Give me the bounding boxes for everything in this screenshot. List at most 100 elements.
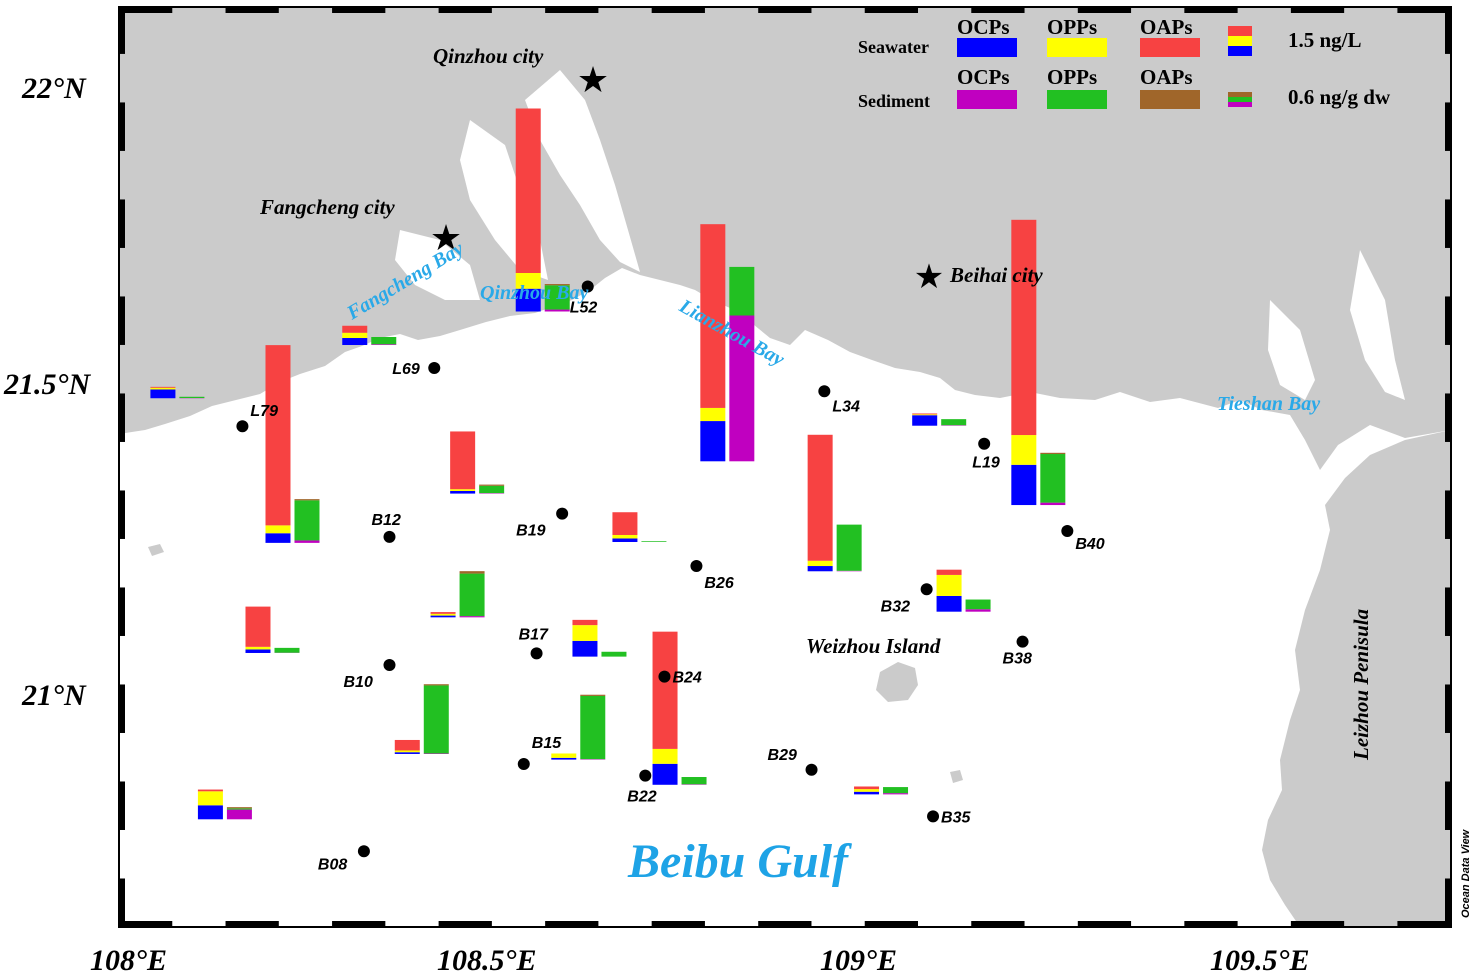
station-label: B26 bbox=[704, 575, 733, 592]
legend-header: OCPs bbox=[957, 65, 1010, 89]
seawater-bar-ocps-L79 bbox=[150, 389, 176, 399]
seawater-bar-ocps-B15 bbox=[394, 752, 420, 754]
seawater-bar-oaps-B12 bbox=[265, 345, 291, 526]
map-frame bbox=[118, 6, 1452, 928]
legend-header: OPPs bbox=[1047, 65, 1097, 89]
frame-tick bbox=[119, 781, 125, 830]
sediment-bar-oaps-L52 bbox=[544, 284, 570, 286]
seawater-bar-ocps-B08 bbox=[197, 805, 223, 820]
seawater-bar-oaps-L69 bbox=[342, 325, 368, 333]
frame-tick bbox=[119, 199, 125, 248]
seawater-bar-ocps-B35 bbox=[854, 791, 880, 795]
basemap bbox=[119, 7, 1451, 927]
frame-tick bbox=[1184, 7, 1238, 13]
sediment-bar-opps-L34 bbox=[729, 266, 755, 316]
station-label: L19 bbox=[972, 455, 1000, 472]
legend-header: OAPs bbox=[1140, 65, 1193, 89]
legend-swatch-opps-sediment bbox=[1047, 90, 1107, 109]
station-label: L69 bbox=[392, 361, 420, 378]
frame-tick bbox=[225, 921, 279, 927]
legend-header: OCPs bbox=[957, 15, 1010, 39]
seawater-bar-ocps-B32 bbox=[807, 566, 833, 572]
seawater-bar-oaps-B19 bbox=[450, 431, 476, 490]
sediment-bar-opps-B38 bbox=[965, 599, 991, 610]
seawater-bar-oaps-B38 bbox=[936, 569, 962, 575]
city-star-icon: ★ bbox=[577, 60, 609, 100]
station-label: B19 bbox=[516, 523, 545, 540]
station-label: L79 bbox=[250, 403, 278, 420]
seawater-bar-opps-B26 bbox=[612, 534, 638, 539]
seawater-bar-opps-B08 bbox=[197, 791, 223, 806]
sediment-bar-opps-B12 bbox=[294, 500, 320, 541]
lon-label: 108°E bbox=[90, 944, 167, 975]
seawater-bar-opps-L79 bbox=[150, 387, 176, 390]
legend-scale-seg bbox=[1228, 46, 1252, 56]
seawater-bar-ocps-B38 bbox=[936, 595, 962, 612]
city-label: Qinzhou city bbox=[433, 44, 544, 68]
seawater-bar-opps-B15 bbox=[394, 750, 420, 753]
frame-tick bbox=[1184, 921, 1238, 927]
station-dot bbox=[805, 763, 818, 776]
seawater-bar-ocps-B40 bbox=[1011, 464, 1037, 506]
frame-tick bbox=[1077, 7, 1132, 13]
station-dot bbox=[428, 362, 441, 375]
legend-header: OPPs bbox=[1047, 15, 1097, 39]
frame-tick bbox=[1445, 102, 1451, 151]
lon-label: 109.5°E bbox=[1210, 944, 1310, 975]
sediment-bar-opps-B17 bbox=[459, 573, 485, 617]
small-island bbox=[148, 544, 164, 556]
frame-tick bbox=[332, 921, 386, 927]
seawater-bar-opps-B12 bbox=[265, 525, 291, 534]
station-dot bbox=[581, 280, 594, 293]
sediment-bar-opps-B32 bbox=[836, 524, 862, 571]
sediment-bar-oaps-B15 bbox=[423, 684, 449, 686]
legend-row-label: Seawater bbox=[858, 37, 929, 57]
sediment-bar-opps-B15 bbox=[423, 685, 449, 754]
frame-tick bbox=[1445, 587, 1451, 636]
seawater-bar-oaps-B29 bbox=[652, 631, 678, 749]
legend-swatch-ocps-seawater bbox=[957, 38, 1017, 57]
station-dot bbox=[556, 507, 569, 520]
lon-label: 109°E bbox=[820, 944, 897, 975]
city-star-icon: ★ bbox=[914, 259, 944, 296]
bay-label: Tieshan Bay bbox=[1217, 393, 1320, 415]
legend: OCPs OPPs OAPs Seawater 1.5 ng/L OCPs OP… bbox=[858, 15, 1391, 111]
frame-tick bbox=[651, 7, 705, 13]
frame-tick bbox=[1397, 921, 1451, 927]
seawater-bar-ocps-L52 bbox=[515, 288, 541, 312]
legend-scale-label: 0.6 ng/g dw bbox=[1288, 85, 1391, 109]
station-label: L34 bbox=[832, 398, 860, 415]
latitude-labels: 22°N 21.5°N 21°N bbox=[3, 72, 91, 712]
sediment-bar-ocps-L52 bbox=[544, 309, 570, 312]
seawater-bar-opps-B22 bbox=[551, 753, 577, 758]
sediment-bar-opps-L52 bbox=[544, 285, 570, 310]
seawater-bar-ocps-B19 bbox=[450, 490, 476, 494]
longitude-labels: 108°E 108.5°E 109°E 109.5°E bbox=[90, 944, 1310, 975]
seawater-bar-ocps-B12 bbox=[265, 533, 291, 543]
sediment-bar-opps-B10 bbox=[274, 647, 300, 653]
frame-tick bbox=[1445, 296, 1451, 345]
legend-scale-seg bbox=[1228, 26, 1252, 36]
station-dot bbox=[818, 385, 831, 398]
legend-scale-seg bbox=[1228, 36, 1252, 46]
lat-label: 21°N bbox=[21, 679, 87, 712]
seawater-bar-ocps-L34 bbox=[700, 421, 726, 462]
sediment-bar-ocps-B08 bbox=[226, 809, 252, 820]
city-label: Fangcheng city bbox=[259, 195, 395, 219]
legend-swatch-opps-seawater bbox=[1047, 38, 1107, 57]
frame-tick bbox=[1445, 7, 1451, 54]
frame-tick bbox=[1290, 7, 1345, 13]
sediment-bar-ocps-B40 bbox=[1040, 502, 1066, 506]
station-label: B35 bbox=[941, 809, 971, 826]
station-dot bbox=[236, 420, 249, 433]
frame-tick bbox=[1445, 490, 1451, 539]
seawater-bar-ocps-B26 bbox=[612, 538, 638, 542]
legend-row-label: Sediment bbox=[858, 91, 930, 111]
station-label: B17 bbox=[519, 626, 549, 643]
sediment-bar-opps-L79 bbox=[179, 396, 205, 398]
seawater-bar-oaps-L19 bbox=[912, 413, 938, 415]
frame-tick bbox=[119, 393, 125, 442]
island-label: Weizhou Island bbox=[806, 634, 941, 658]
small-island bbox=[950, 770, 963, 783]
frame-tick bbox=[545, 7, 599, 13]
